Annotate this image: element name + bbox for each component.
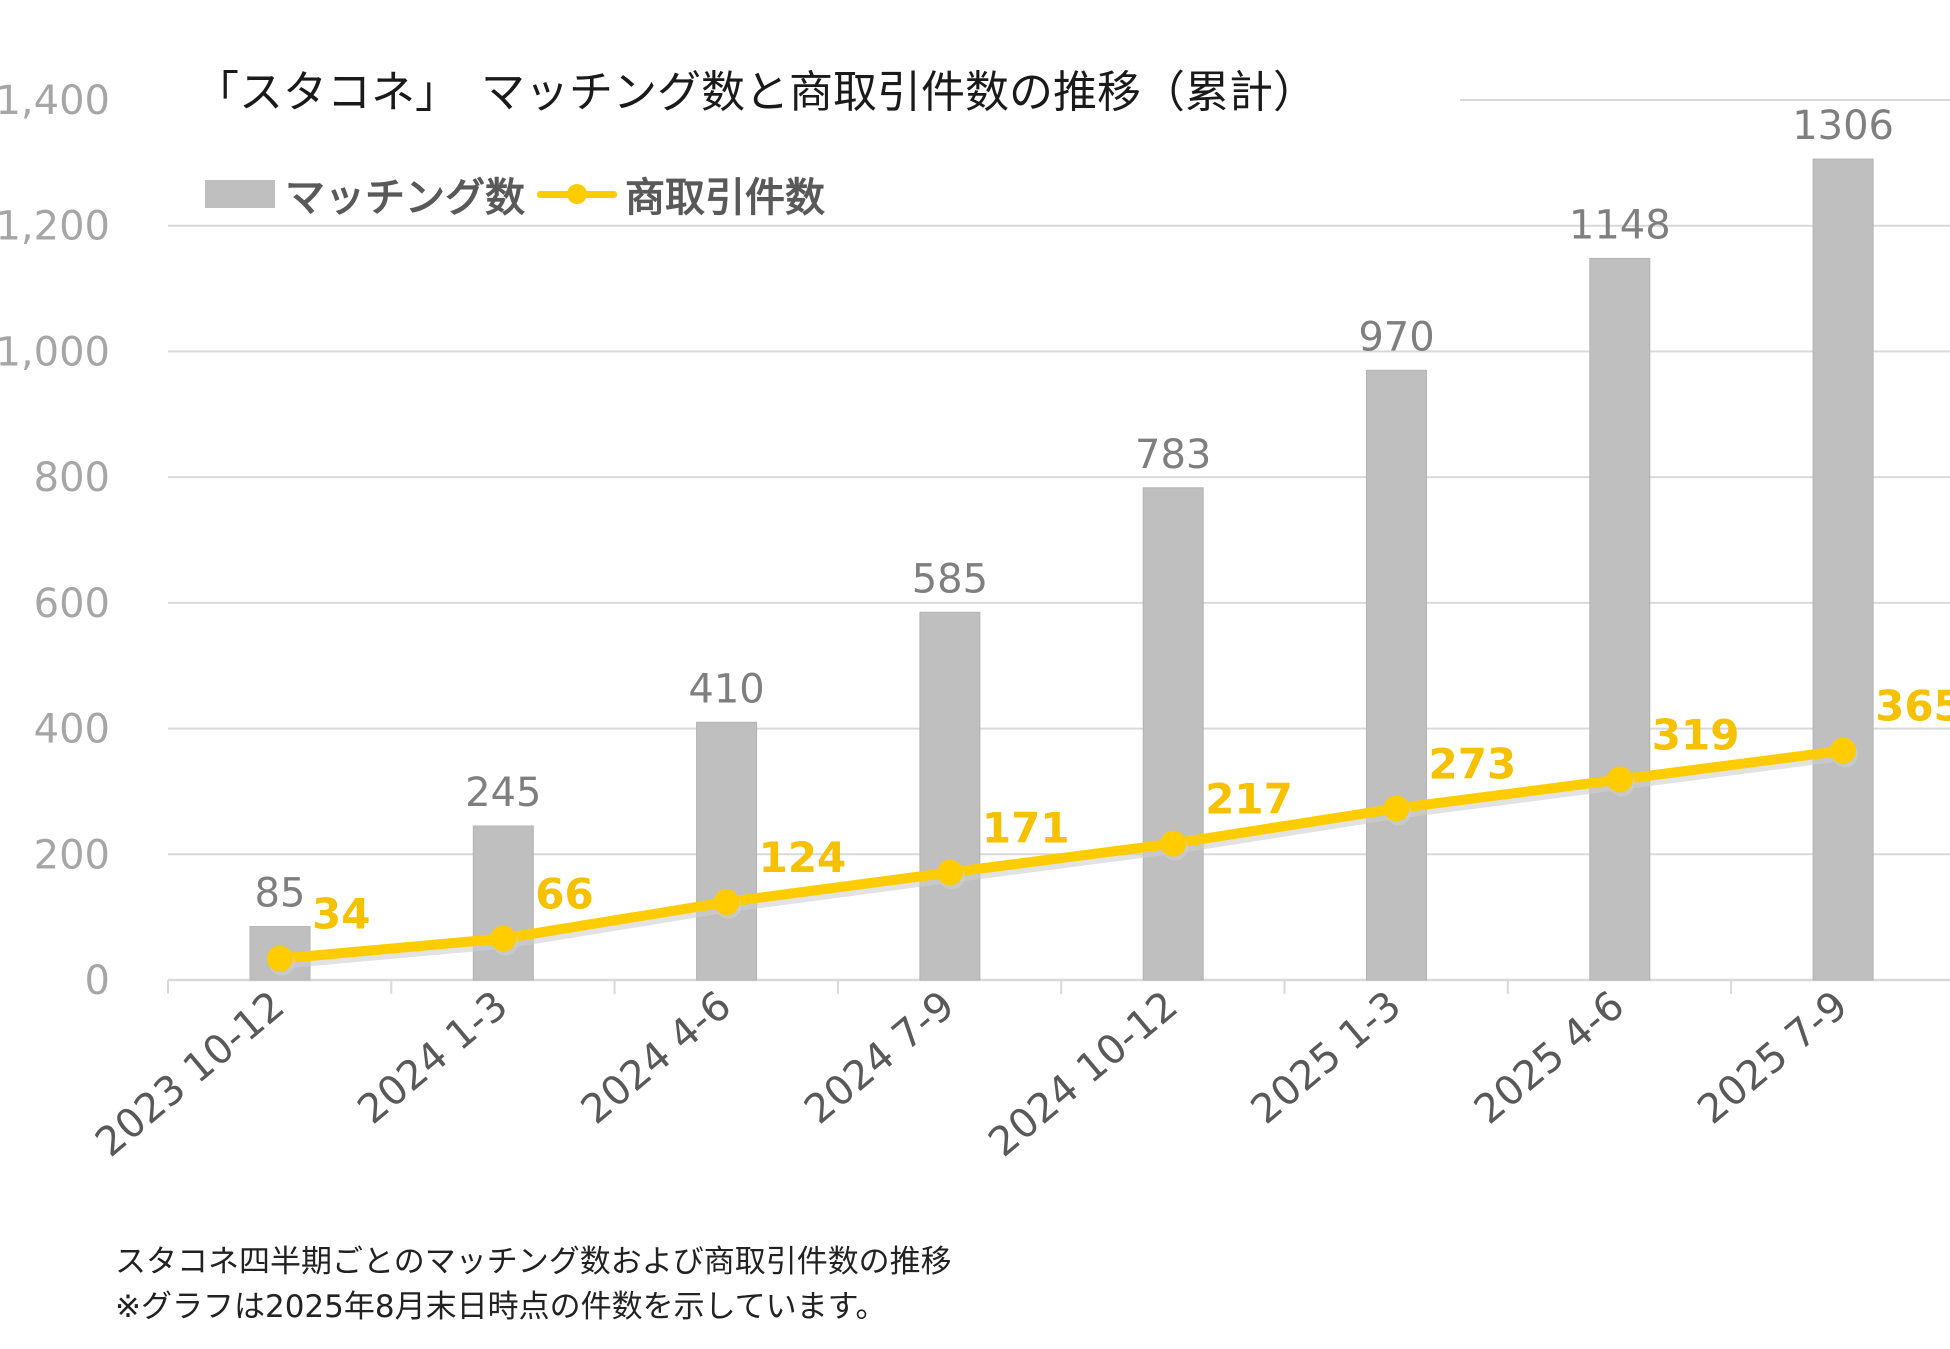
footnote-line-2: ※グラフは2025年8月末日時点の件数を示しています。: [115, 1289, 887, 1325]
x-tick-label: 2023 10-12: [87, 982, 293, 1166]
legend-line-label: 商取引件数: [625, 175, 825, 221]
legend: マッチング数 商取引件数: [205, 165, 825, 223]
bars: [249, 158, 1874, 981]
line-point: [1606, 766, 1633, 793]
bar-value-label: 85: [255, 871, 306, 917]
y-tick-label: 0: [85, 958, 110, 1004]
x-tick-label: 2025 4-6: [1466, 982, 1633, 1133]
line-value-label: 66: [535, 870, 593, 919]
data-labels: 85 245 410 585 783 970 1148 1306 34 66 124 171 217 27…: [255, 103, 1950, 939]
line-point: [713, 889, 740, 916]
line-value-label: 217: [1205, 775, 1293, 824]
x-tick-label: 2024 10-12: [980, 982, 1186, 1166]
bar-value-label: 410: [688, 666, 764, 712]
line-shadow: [278, 750, 1852, 969]
line-value-label: 319: [1652, 710, 1740, 759]
bar: [1142, 487, 1204, 981]
bar-value-label: 1148: [1569, 202, 1671, 248]
bar: [1366, 369, 1427, 981]
line-point: [1383, 795, 1410, 822]
bar-value-label: 1306: [1792, 103, 1894, 149]
x-tick-label: 2025 1-3: [1243, 982, 1410, 1133]
legend-bar-label: マッチング数: [285, 175, 525, 221]
footnote-line-1: スタコネ四半期ごとのマッチング数および商取引件数の推移: [115, 1244, 952, 1280]
x-tick-label: 2024 4-6: [573, 982, 740, 1133]
x-tick-label: 2024 1-3: [349, 982, 516, 1133]
line-value-label: 124: [759, 833, 847, 882]
y-tick-label: 800: [34, 455, 110, 501]
bar-value-label: 245: [465, 770, 541, 816]
y-tick-label: 1,400: [0, 78, 110, 124]
line-point: [1830, 737, 1857, 764]
gridlines: [168, 99, 1950, 856]
y-tick-label: 1,200: [0, 204, 110, 250]
bar-value-label: 970: [1358, 314, 1434, 360]
bar: [696, 721, 758, 981]
line-point: [490, 925, 517, 952]
bar: [472, 825, 534, 981]
line-point: [267, 945, 293, 972]
line-path: [275, 745, 1849, 964]
line-value-label: 273: [1429, 739, 1517, 788]
y-tick-label: 200: [34, 832, 110, 878]
x-tick-label: 2024 7-9: [796, 982, 963, 1133]
line-value-label: 34: [312, 890, 370, 939]
y-tick-label: 600: [34, 581, 110, 627]
line-value-label: 365: [1875, 682, 1950, 731]
y-tick-label: 1,000: [0, 329, 110, 375]
bar: [1812, 158, 1874, 981]
legend-line-swatch: [537, 180, 617, 208]
legend-bar-swatch: [205, 180, 275, 208]
line-point: [936, 859, 963, 886]
footnote: スタコネ四半期ごとのマッチング数および商取引件数の推移 ※グラフは2025年8月…: [115, 1240, 952, 1330]
bar-value-label: 585: [912, 556, 988, 602]
y-tick-label: 400: [34, 707, 110, 753]
line-point: [1160, 830, 1187, 857]
bar: [1589, 257, 1651, 981]
chart-title: 「スタコネ」 マッチング数と商取引件数の推移（累計）: [195, 67, 1317, 118]
bar: [919, 611, 981, 981]
line-value-label: 171: [982, 804, 1070, 853]
x-tick-label: 2025 7-9: [1689, 982, 1856, 1133]
bar-value-label: 783: [1135, 432, 1211, 478]
line-series: [267, 737, 1859, 976]
